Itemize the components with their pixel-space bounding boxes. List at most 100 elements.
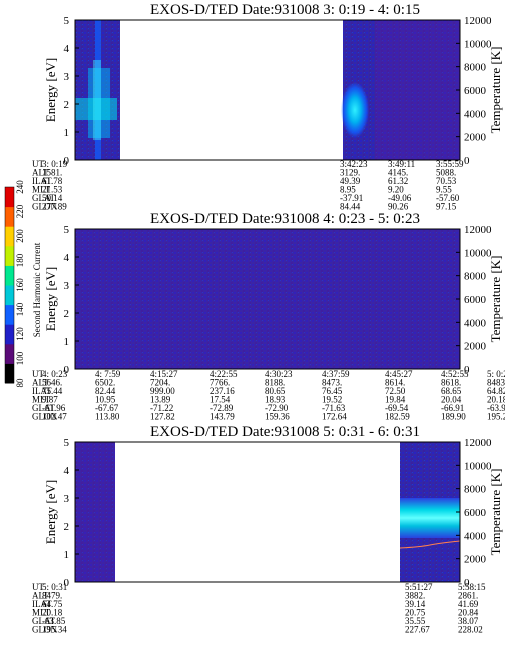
panel-1-y2-ticks: 0 2000 4000 6000 8000 10000 12000 [456,15,492,167]
table-cell-glon: 102.47 [42,412,67,422]
y2-tick-label: 12000 [464,15,492,27]
table-cell-alt: 7204. [150,378,170,388]
y-tick-label: 4 [64,465,70,477]
table-cell-ilat: 75.44 [42,386,63,396]
y-tick-label: 1 [64,549,70,561]
table-cell-glat: -71.22 [150,403,173,413]
colorbar-swatch [5,324,14,345]
table-cell-ut: 4:52:55 [441,369,469,379]
y2-tick-label: 0 [464,364,470,376]
table-cell-glon: 195.26 [487,412,505,422]
table-cell-ilat: 999.00 [150,386,175,396]
y-tick-label: 2 [64,308,70,320]
y2-tick-label: 10000 [464,460,492,472]
colorbar-tick-label: 80 [15,378,25,388]
table-cell-glon: 143.79 [210,412,235,422]
panel-1-ylabel: Energy [eV] [43,58,58,122]
table-cell-alt: 7766. [210,378,230,388]
table-cell-alt: 4145. [388,168,408,178]
colorbar-swatch [5,285,14,306]
panel-2-data-field [75,229,460,369]
table-cell-mlt: 10.95 [95,395,116,405]
y-tick-label: 0 [64,364,70,376]
table-cell-glon: 182.59 [385,412,410,422]
y2-tick-label: 2000 [464,132,487,144]
table-cell-ilat: 64.75 [42,599,63,609]
table-cell-glon: 127.82 [150,412,175,422]
table-cell-mlt: 8.95 [340,185,356,195]
panel-3-temperature-trace [399,540,461,549]
y2-tick-label: 0 [464,155,470,167]
table-cell-glon: 97.15 [436,202,457,212]
table-cell-mlt: 19.52 [322,395,342,405]
y-tick-label: 5 [64,15,70,27]
table-cell-glat: -66.91 [441,403,464,413]
row-label: GLON [32,202,57,212]
y-tick-label: 3 [64,280,70,292]
table-cell-ut: 3:55:59 [436,159,464,169]
table-cell-alt: 5088. [436,168,456,178]
colorbar-swatches [4,186,15,384]
panel-2-y-ticks: 0 1 2 3 4 5 [64,224,79,376]
colorbar-swatch [5,245,14,266]
table-cell-mlt: 9.87 [42,395,58,405]
table-cell-glon: 84.44 [340,202,361,212]
y2-tick-label: 4000 [464,530,487,542]
table-cell-glon: 90.26 [388,202,409,212]
colorbar-swatch [5,343,14,364]
table-cell-ilat: 76.45 [322,386,343,396]
panel-3-title: EXOS-D/TED Date:931008 5: 0:31 - 6: 0:31 [150,424,420,440]
table-cell-ilat: 80.65 [265,386,286,396]
table-cell-ilat: 61.32 [388,176,408,186]
table-cell-ut: 4:37:59 [322,369,350,379]
table-cell-ilat: 49.39 [340,176,361,186]
table-cell-mlt: 20.04 [441,395,462,405]
table-cell-glat: 38.07 [458,616,479,626]
table-cell-ilat: 61.78 [42,176,63,186]
table-cell-glat: 35.55 [405,616,426,626]
panel-1-right-shade [375,20,460,160]
colorbar-tick-label: 200 [15,229,25,243]
table-cell-ut: 3:49:11 [388,159,415,169]
y2-tick-label: 6000 [464,507,487,519]
table-cell-glon: 113.80 [95,412,120,422]
row-label: ALT [32,168,49,178]
table-cell-glat: -67.67 [95,403,119,413]
table-cell-glat: -37.91 [340,193,363,203]
row-label: ALT [32,591,49,601]
colorbar-tick-label: 140 [15,302,25,316]
colorbar: 80 100 120 140 160 180 200 220 240 Second Harmon… [4,180,42,388]
panel-3: EXOS-D/TED Date:931008 5: 0:31 - 6: 0:31… [43,424,503,589]
colorbar-swatch [5,187,14,208]
y2-tick-label: 8000 [464,62,487,74]
colorbar-label: Second Harmonic Current [32,242,42,337]
y-tick-label: 4 [64,43,70,55]
panel-2-ylabel: Energy [eV] [43,267,58,331]
table-cell-mlt: 17.54 [210,395,231,405]
table-cell-glat: -61.96 [42,403,66,413]
table-cell-glat: -71.63 [322,403,346,413]
colorbar-ticks: 80 100 120 140 160 180 200 220 240 [15,180,25,388]
panel-1-y-ticks: 0 1 2 3 4 5 [64,15,79,167]
table-cell-alt: 8479. [42,591,62,601]
panel-2-y2label: Temperature [K] [488,256,503,343]
table-cell-ilat: 72.50 [385,386,406,396]
y-tick-label: 2 [64,99,70,111]
row-label: MLT [32,608,51,618]
y2-tick-label: 2000 [464,341,487,353]
table-cell-alt: 8473. [322,378,342,388]
y2-tick-label: 8000 [464,484,487,496]
table-cell-glat: -49.06 [388,193,412,203]
table-cell-mlt: 9.20 [388,185,404,195]
panel-3-y2label: Temperature [K] [488,469,503,556]
table-cell-ut: 4:45:27 [385,369,413,379]
y-tick-label: 1 [64,336,70,348]
table-cell-alt: 8618. [441,378,461,388]
row-label: GLAT [32,616,55,626]
colorbar-swatch [5,226,14,247]
table-cell-glon: 277.89 [42,202,67,212]
y-tick-label: 3 [64,493,70,505]
y-tick-label: 0 [64,155,70,167]
table-cell-mlt: 19.84 [385,395,406,405]
